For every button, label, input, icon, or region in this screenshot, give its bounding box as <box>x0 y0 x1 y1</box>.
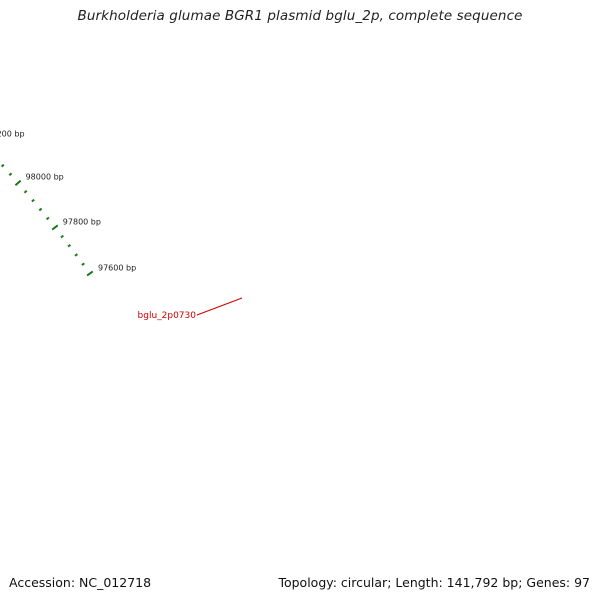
minor-tick <box>0 163 5 168</box>
minor-tick <box>60 234 64 239</box>
minor-tick <box>38 207 43 212</box>
minor-tick <box>23 190 28 194</box>
minor-tick <box>45 216 50 221</box>
gene-leader-line <box>196 297 243 316</box>
tick-label: 98200 bp <box>0 129 25 138</box>
tick-label: 97800 bp <box>63 217 101 226</box>
accession-label: Accession: NC_012718 <box>9 575 152 590</box>
tick-labels: 99400 bp99200 bp99000 bp98800 bp98600 bp… <box>0 129 136 273</box>
sequence-summary: Topology: circular; Length: 141,792 bp; … <box>278 575 590 590</box>
minor-tick <box>74 253 78 257</box>
map-title: Burkholderia glumae BGR1 plasmid bglu_2p… <box>77 8 523 24</box>
gene-label[interactable]: bglu_2p0730 <box>138 311 197 321</box>
outer-tick-ring <box>0 163 94 277</box>
minor-tick <box>8 172 13 177</box>
minor-tick <box>67 244 72 248</box>
minor-tick <box>81 262 85 266</box>
gene-annotation: bglu_2p0730 <box>138 297 243 321</box>
tick-label: 98000 bp <box>26 172 64 181</box>
tick-label: 97600 bp <box>98 264 136 273</box>
major-tick <box>14 179 22 187</box>
major-tick <box>51 224 59 231</box>
minor-tick <box>31 198 35 203</box>
major-tick <box>86 270 94 277</box>
